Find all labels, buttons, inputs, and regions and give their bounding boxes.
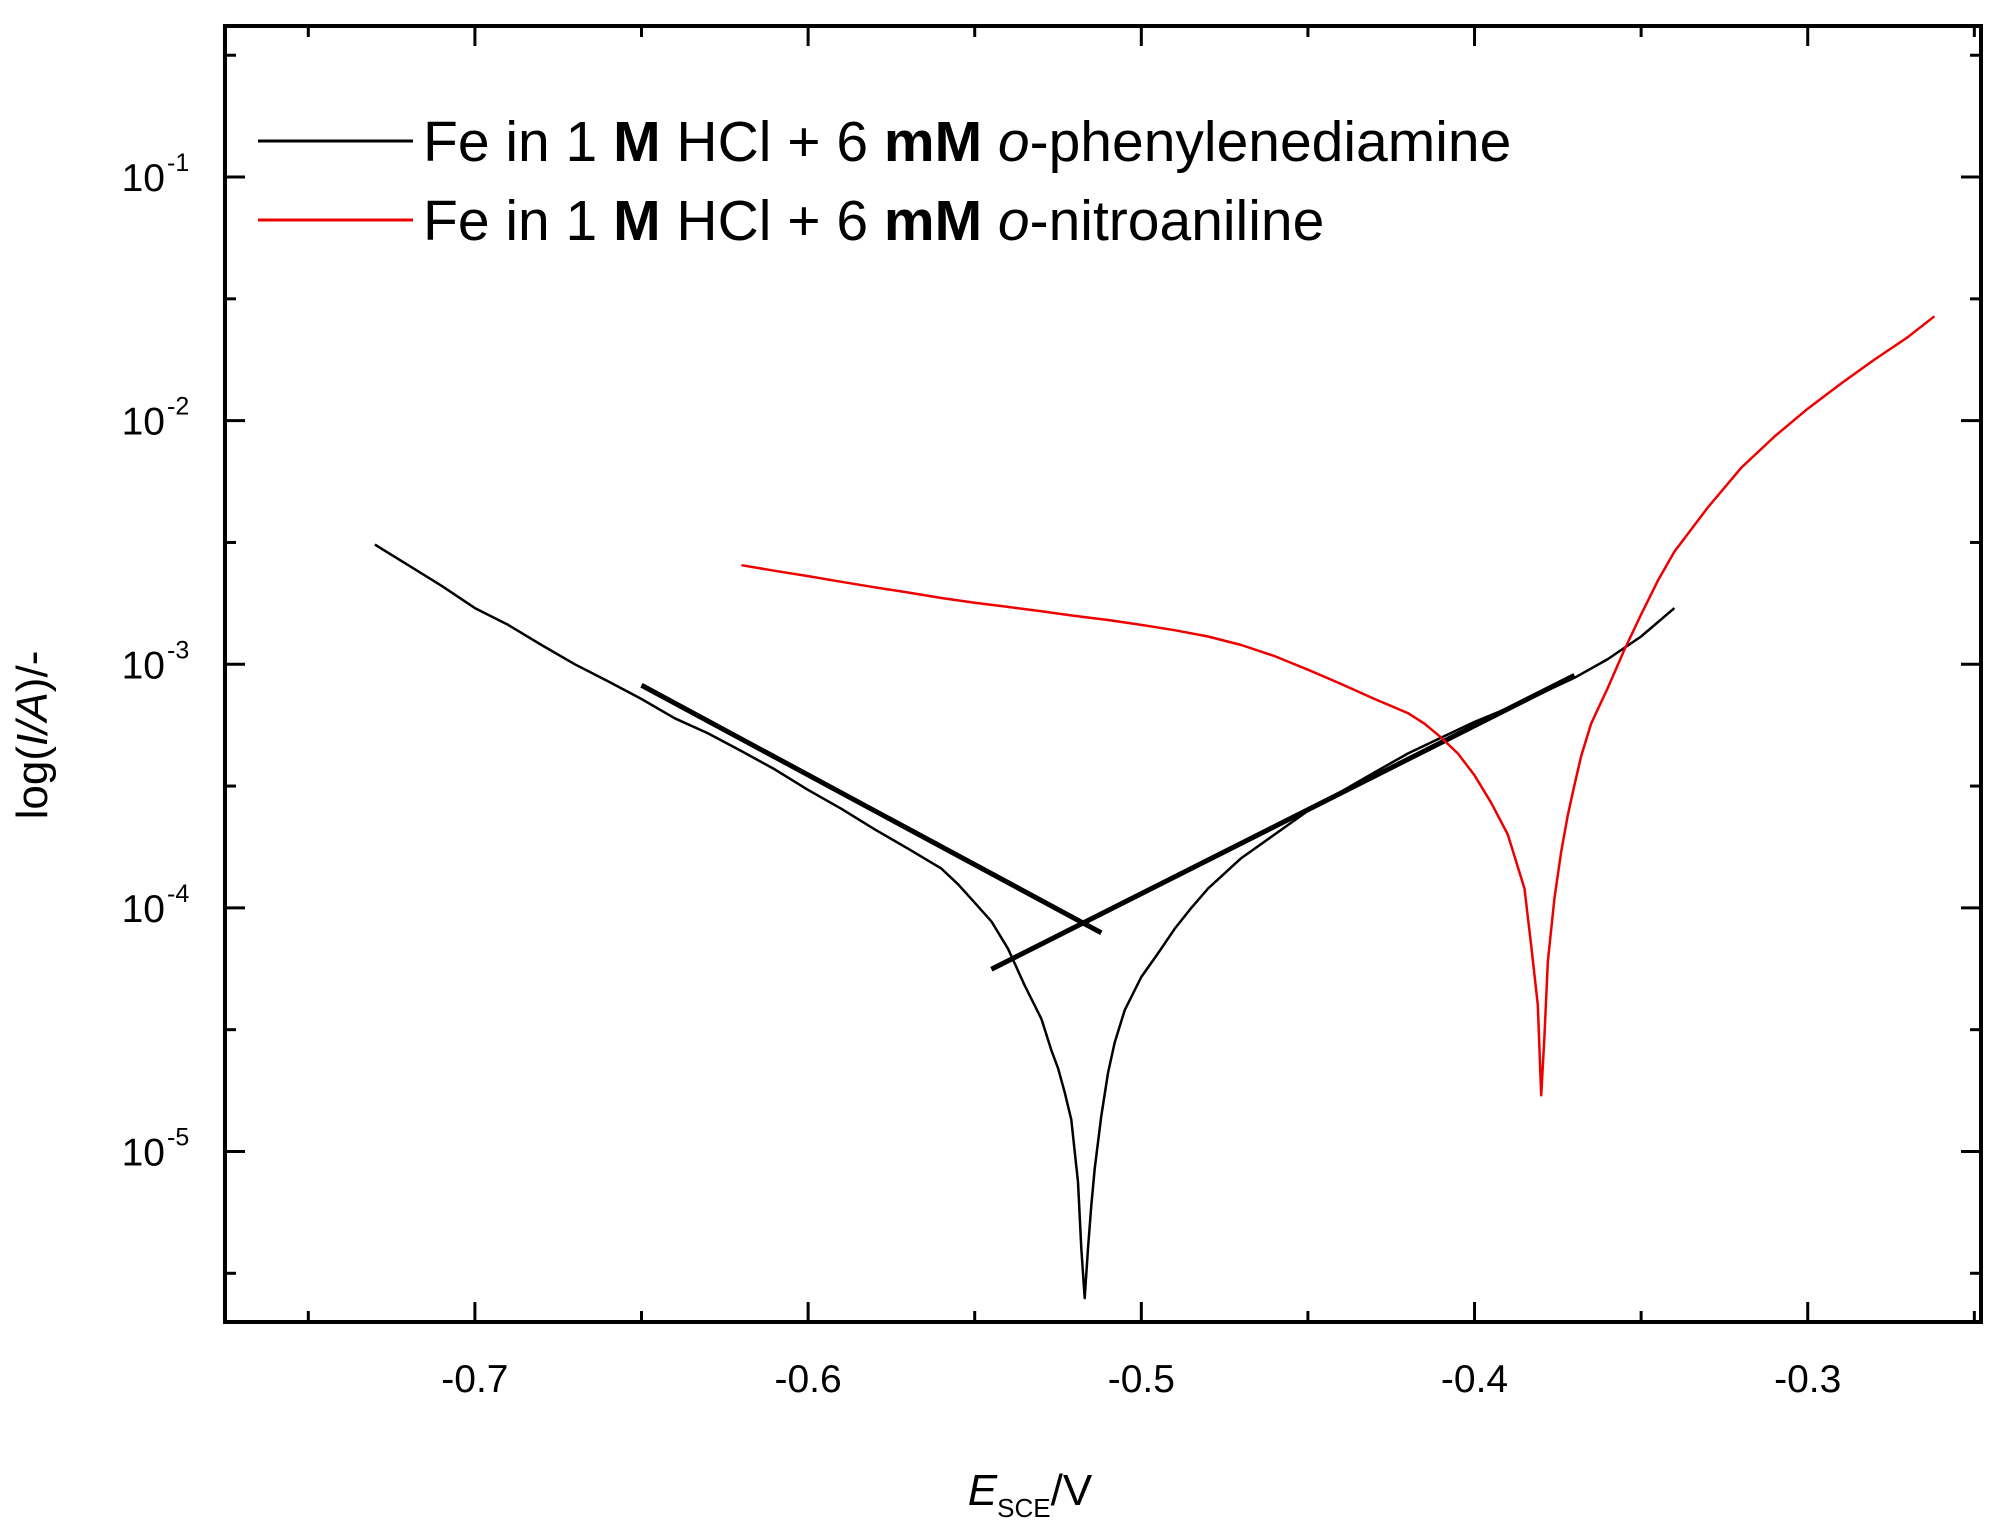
legend-text-segment: Fe in 1 xyxy=(423,189,613,253)
x-tick-label: -0.6 xyxy=(775,1358,842,1401)
legend-text-segment: -nitroaniline xyxy=(1030,189,1325,253)
legend-text-segment: mM xyxy=(884,110,982,174)
series-lines xyxy=(374,315,1936,1300)
x-tick-label: -0.3 xyxy=(1774,1358,1841,1401)
y-tick-exponent: -1 xyxy=(167,149,189,177)
x-tick-label: -0.5 xyxy=(1108,1358,1175,1401)
legend-text-segment: HCl + 6 xyxy=(661,189,884,253)
legend-label: Fe in 1 M HCl + 6 mM o-nitroaniline xyxy=(423,189,1324,253)
y-tick-label: 10 xyxy=(122,644,165,687)
x-tick-label: -0.7 xyxy=(441,1358,508,1401)
series-line-o-phenylenediamine xyxy=(374,543,1676,1300)
y-tick-labels: 10-110-210-310-410-5 xyxy=(122,149,190,1174)
legend: Fe in 1 M HCl + 6 mM o-phenylenediamineF… xyxy=(258,110,1511,253)
axis-ticks xyxy=(225,26,1981,1322)
legend-text-segment: M xyxy=(613,189,660,253)
x-axis-title: ESCE/V xyxy=(968,1466,1093,1523)
cathodic-tafel-line xyxy=(640,683,1103,936)
legend-text-segment xyxy=(982,189,998,253)
legend-text-segment: Fe in 1 xyxy=(423,110,613,174)
y-tick-exponent: -2 xyxy=(167,393,189,421)
legend-text-segment: M xyxy=(613,110,660,174)
legend-text-segment: HCl + 6 xyxy=(661,110,884,174)
y-axis-title: log(I/A)/- xyxy=(8,651,57,820)
legend-text-segment: o xyxy=(998,189,1030,253)
legend-label: Fe in 1 M HCl + 6 mM o-phenylenediamine xyxy=(423,110,1511,174)
y-tick-label: 10 xyxy=(122,401,165,444)
plot-frame xyxy=(223,24,1983,1324)
y-tick-exponent: -3 xyxy=(167,636,189,664)
anodic-tafel-line xyxy=(990,673,1576,972)
tafel-lines xyxy=(640,673,1576,972)
y-tick-exponent: -4 xyxy=(167,880,189,908)
legend-text-segment: -phenylenediamine xyxy=(1030,110,1512,174)
legend-text-segment: mM xyxy=(884,189,982,253)
legend-text-segment: o xyxy=(998,110,1030,174)
series-line-o-nitroaniline xyxy=(741,315,1936,1097)
y-tick-label: 10 xyxy=(122,1131,165,1174)
y-tick-label: 10 xyxy=(122,888,165,931)
x-tick-labels: -0.7 -0.6 -0.5 -0.4 -0.3 xyxy=(441,1358,1841,1401)
x-tick-label: -0.4 xyxy=(1441,1358,1508,1401)
y-tick-exponent: -5 xyxy=(167,1123,189,1151)
y-tick-label: 10 xyxy=(122,157,165,200)
legend-text-segment xyxy=(982,110,998,174)
